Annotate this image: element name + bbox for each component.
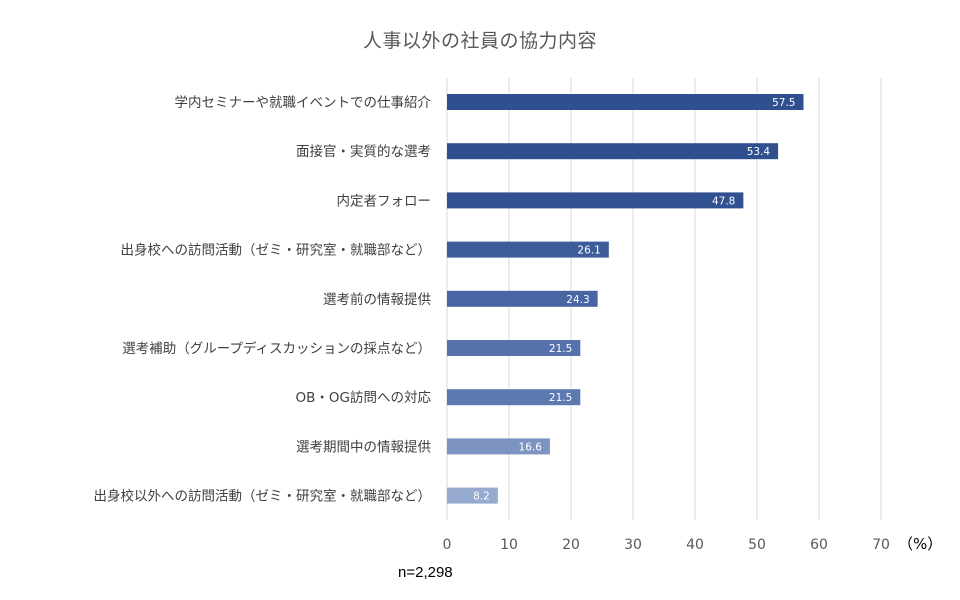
category-label: 学内セミナーや就職イベントでの仕事紹介 [175,95,432,111]
x-tick-label: 0 [443,537,452,553]
x-axis: 0 10 20 30 40 50 60 70 （%） [443,535,943,553]
chart-title: 人事以外の社員の協力内容 [362,30,597,52]
category-label: 選考前の情報提供 [323,291,431,308]
bars: 学内セミナーや就職イベントでの仕事紹介 57.5 面接官・実質的な選考 53.4 内定者… [94,94,804,505]
bar [447,389,581,406]
category-label: 選考期間中の情報提供 [296,439,431,455]
data-label: 26.1 [577,245,600,257]
data-label: 8.2 [473,491,490,503]
bar [447,143,779,160]
category-label: OB・OG訪問への対応 [296,390,432,406]
sample-size-note: n=2,298 [398,564,453,581]
data-label: 16.6 [519,441,543,453]
category-label: 面接官・実質的な選考 [296,143,431,160]
x-tick-label: 60 [810,537,828,553]
data-label: 21.5 [549,343,572,355]
data-label: 47.8 [712,195,735,207]
data-label: 57.5 [772,97,795,109]
data-label: 21.5 [549,392,572,404]
bar [447,290,598,307]
bar [447,340,581,356]
category-label: 内定者フォロー [337,193,432,209]
bar [447,241,609,258]
x-tick-label: 40 [686,537,704,553]
category-label: 出身校への訪問活動（ゼミ・研究室・就職部など） [121,242,432,259]
data-label: 24.3 [566,294,589,306]
bar [447,94,804,110]
bar [447,192,744,209]
category-label: 選考補助（グループディスカッションの採点など） [122,340,431,357]
x-axis-unit: （%） [898,535,942,553]
bar [447,487,498,504]
x-tick-label: 10 [500,537,518,553]
x-tick-label: 70 [872,537,890,553]
category-label: 出身校以外への訪問活動（ゼミ・研究室・就職部など） [94,488,432,505]
bar [447,438,550,455]
x-tick-label: 30 [624,537,642,553]
x-tick-label: 20 [562,537,580,553]
data-label: 53.4 [747,146,771,158]
x-tick-label: 50 [748,537,766,553]
